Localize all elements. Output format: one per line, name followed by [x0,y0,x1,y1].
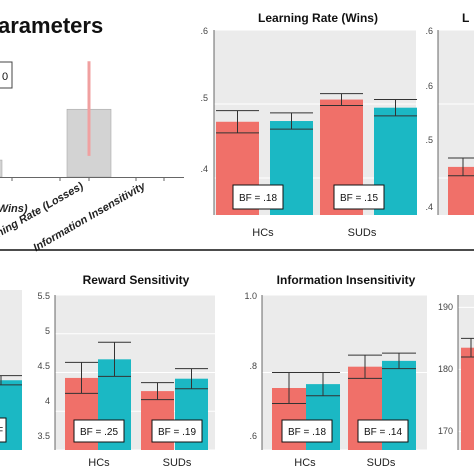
bf-label-lrw-hc: BF = .18 [239,193,278,204]
ytick-label-pr-1: .5 [425,135,433,145]
panel-partial-right: L .4 .5 .6 .6 [425,11,474,215]
overview-bar-0 [0,159,3,178]
bf-box-rs-hc [73,419,125,443]
bar-partial-right-0-0 [448,166,474,215]
xtick-label-lrw-hc: HCs [252,227,274,239]
bf-label-rs-hc: BF = .25 [80,427,119,438]
overview-heading: arameters [0,13,103,38]
bf-label-rs-sud: BF = .19 [158,427,197,438]
bf-box-ii-hc [281,419,333,443]
ytick-label-rs-4: 5.5 [37,291,50,301]
panel-learning-rate-wins: Learning Rate (Wins) .4 .5 .6 BF = .18 B… [200,11,417,239]
ytick-label-lrw-2: .6 [200,26,208,36]
xtick-label-ii-sud: SUDs [367,457,396,469]
panel-title-learning-rate-wins: Learning Rate (Wins) [258,11,378,25]
bf-label-ii-hc: BF = .18 [288,427,327,438]
panel-partial-left: F [0,290,22,450]
overview-xtick-2: Information Insensitivity [31,180,148,254]
ytick-label-ii-0: .6 [249,431,257,441]
ytick-label-ii-1: .8 [249,361,257,371]
bf-box-lrw-sud [333,184,385,210]
panel-reward-sensitivity: Reward Sensitivity 3.5 4 4.5 5 5.5 BF = … [37,273,215,469]
panel-title-reward-sensitivity: Reward Sensitivity [83,273,190,287]
ytick-label-ii-2: 1.0 [244,291,257,301]
ytick-label-pbr-0: 170 [438,426,453,436]
ytick-label-rs-0: 3.5 [37,431,50,441]
bf-label-lrw-sud: BF = .15 [340,193,379,204]
panel-partial-bottom-right: 170 180 190 [438,295,474,450]
panel-title-partial-right: L [462,11,469,25]
overview-xtick-0: (Wins) [0,203,28,215]
bf-box-rs-sud [151,419,203,443]
ytick-label-rs-3: 5 [45,326,50,336]
ytick-label-pr-0: .4 [425,202,433,212]
bf-box-partial-left [0,417,7,443]
bf-box-ii-sud [357,419,409,443]
panel-title-information-insensitivity: Information Insensitivity [277,273,416,287]
xtick-label-lrw-sud: SUDs [348,227,377,239]
overview-panel: arameters 0 (Wins) Learning Rate (Losses… [0,13,184,254]
overview-stray-label: 0 [2,71,8,83]
ytick-label-lrw-1: .5 [200,93,208,103]
xtick-label-rs-sud: SUDs [163,457,192,469]
overview-ticks [11,177,165,181]
xtick-label-rs-hc: HCs [88,457,110,469]
ytick-label-rs-1: 4 [45,396,50,406]
ytick-label-rs-2: 4.5 [37,361,50,371]
ytick-label-lrw-0: .4 [200,164,208,174]
ytick-label-pbr-2: 190 [438,302,453,312]
ytick-label-pr-2: .6 [425,81,433,91]
bf-box-lrw-hc [232,184,284,210]
overview-stray-label-box [0,61,13,89]
ytick-label-pr-3: .6 [425,26,433,36]
bf-label-ii-sud: BF = .14 [364,427,403,438]
panel-information-insensitivity: Information Insensitivity .6 .8 1.0 BF =… [244,273,427,469]
bar-partial-bottom-right-0-0 [461,347,474,450]
bf-label-partial-left: F [0,426,3,437]
ytick-label-pbr-1: 180 [438,364,453,374]
xtick-label-ii-hc: HCs [294,457,316,469]
